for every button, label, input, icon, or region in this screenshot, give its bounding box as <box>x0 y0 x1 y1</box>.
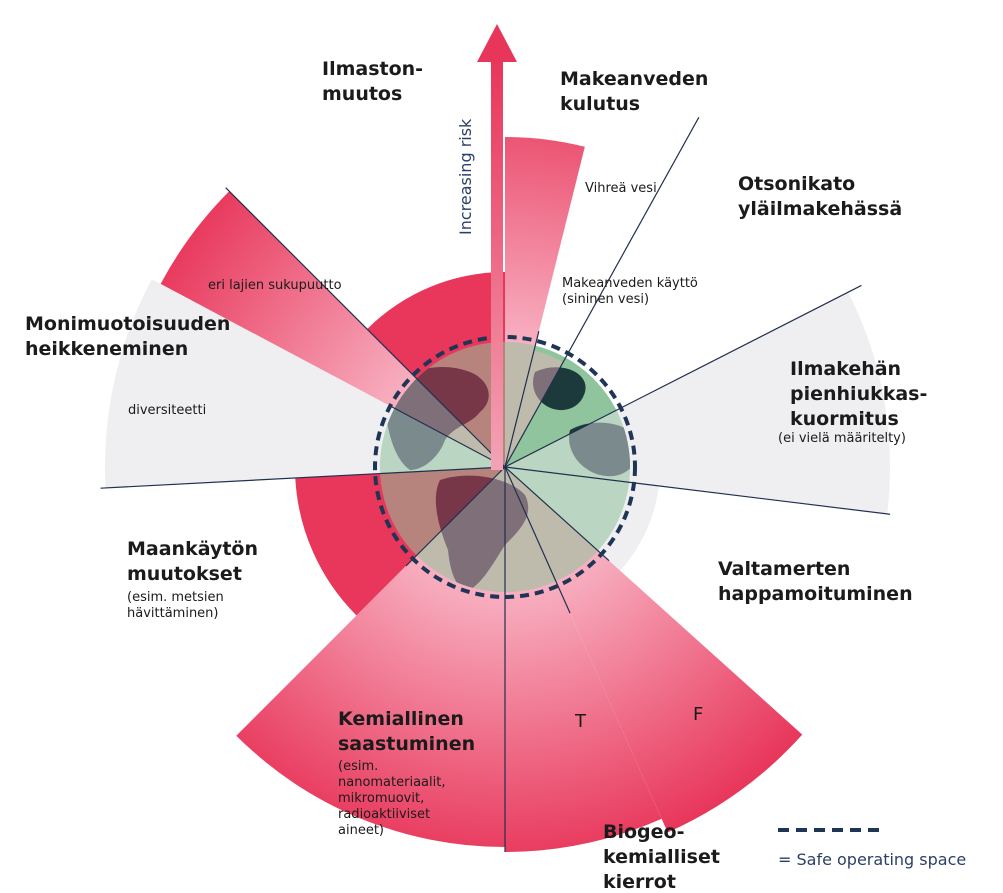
boundary-note: (ei vielä määritelty) <box>778 431 906 446</box>
axis-label: Increasing risk <box>456 118 475 235</box>
spoke <box>504 466 571 614</box>
spoke <box>225 187 506 468</box>
boundary-name: kierrot <box>603 871 676 893</box>
risk-arrow <box>477 24 517 470</box>
inner-label: diversiteetti <box>128 403 206 418</box>
wedge-tint <box>380 467 505 592</box>
wedge-tint <box>380 342 505 467</box>
spoke <box>504 466 891 515</box>
inner-label: Vihreä vesi <box>585 181 657 196</box>
boundary-name: Valtamerten <box>718 558 850 580</box>
spoke <box>405 466 506 567</box>
boundary-name: Kemiallinen <box>338 708 464 730</box>
boundary-name: Monimuotoisuuden <box>25 313 230 335</box>
wedge-tint <box>505 342 630 514</box>
inner-label: Makeanveden käyttö <box>562 276 698 291</box>
spoke <box>504 466 610 562</box>
boundary-note: aineet) <box>338 823 384 838</box>
inner-label: (sininen vesi) <box>562 292 649 307</box>
inner-label: eri lajien sukupuutto <box>208 278 342 293</box>
boundary-name: saastuminen <box>338 733 475 755</box>
legend-label: = Safe operating space <box>778 850 966 869</box>
boundary-name: pienhiukkas- <box>790 383 927 405</box>
boundary-name: heikkeneminen <box>25 338 188 360</box>
boundary-name: Biogeo- <box>603 821 684 843</box>
boundary-name: kemialliset <box>603 846 720 868</box>
spoke <box>100 466 506 489</box>
wedge-tint <box>380 342 505 488</box>
boundary-name: kuormitus <box>790 408 899 430</box>
boundary-note: mikromuovit, <box>338 791 424 806</box>
boundary-name: Ilmakehän <box>790 358 901 380</box>
boundary-name: kulutus <box>560 93 640 115</box>
boundary-note: hävittäminen) <box>127 606 219 621</box>
wedge-tint <box>505 467 630 592</box>
boundary-note: (esim. metsien <box>127 590 224 605</box>
boundary-name: muutokset <box>127 563 242 585</box>
inner-label: T <box>574 711 587 732</box>
inner-label: F <box>693 704 703 725</box>
spokes <box>100 116 891 852</box>
wedge-tint <box>505 350 564 467</box>
labels: Ilmaston-muutos Makeanveden kulutus Otsonik… <box>25 58 927 893</box>
boundary-name: happamoituminen <box>718 583 913 605</box>
boundary-name: Maankäytön <box>127 538 258 560</box>
spoke <box>504 331 540 468</box>
wedge-tint <box>380 342 505 467</box>
spoke <box>389 405 506 468</box>
boundary-name: muutos <box>322 83 402 105</box>
spoke <box>504 116 700 468</box>
boundary-note: nanomateriaalit, <box>338 775 445 790</box>
boundary-note: (esim. <box>338 759 378 774</box>
spoke <box>504 284 862 468</box>
safe-operating-space <box>373 335 637 599</box>
boundary-name: Makeanveden <box>560 68 708 90</box>
boundary-name: Otsonikato <box>738 173 855 195</box>
boundary-name: Ilmaston- <box>322 58 423 80</box>
boundary-note: radioaktiiviset <box>338 807 430 822</box>
wedge-tint <box>505 467 630 592</box>
boundary-name: yläilmakehässä <box>738 198 902 220</box>
